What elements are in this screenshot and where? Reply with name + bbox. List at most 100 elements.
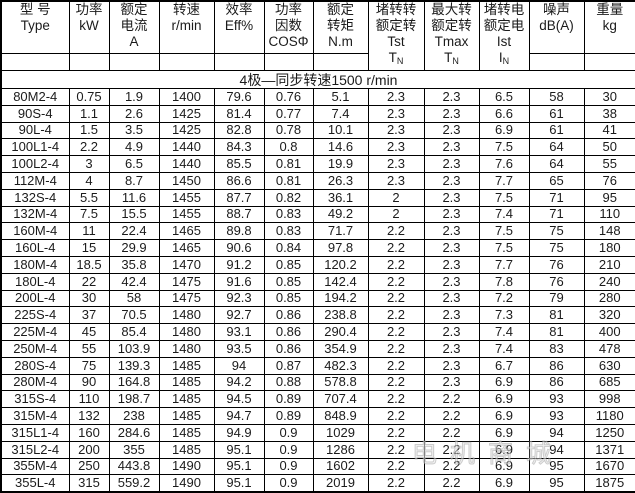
cell-power-factor: 0.9 [264,458,313,475]
cell-tmax-tn: 2.3 [424,206,479,223]
cell-tst-tn: 2.3 [368,89,424,106]
cell-power-factor: 0.9 [264,441,313,458]
cell-type: 250M-4 [1,340,69,357]
cell-tst-tn: 2.2 [368,240,424,257]
header-line: Type [2,18,69,34]
cell-type: 315S-4 [1,391,69,408]
cell-weight-kg: 30 [584,89,635,106]
cell-efficiency: 94.5 [214,391,264,408]
cell-noise-db: 64 [529,156,584,173]
header-line: 转矩 [314,18,368,34]
cell-speed-rpm: 1490 [159,458,214,475]
header-line: Tst [369,34,424,50]
cell-power-kw: 2.2 [69,139,109,156]
cell-ist-in: 7.7 [479,256,529,273]
cell-weight-kg: 76 [584,172,635,189]
cell-tst-tn: 2.3 [368,105,424,122]
cell-speed-rpm: 1455 [159,206,214,223]
cell-power-factor: 0.89 [264,408,313,425]
cell-power-kw: 55 [69,340,109,357]
cell-power-factor: 0.83 [264,206,313,223]
header-line: kW [70,18,109,34]
cell-tst-tn: 2.2 [368,223,424,240]
cell-power-factor: 0.81 [264,172,313,189]
cell-power-factor: 0.76 [264,89,313,106]
cell-power-factor: 0.87 [264,357,313,374]
cell-rated-current: 1.9 [109,89,159,106]
cell-efficiency: 92.3 [214,290,264,307]
cell-tmax-tn: 2.3 [424,89,479,106]
cell-ist-in: 6.9 [479,441,529,458]
cell-rated-current: 6.5 [109,156,159,173]
cell-ist-in: 6.5 [479,89,529,106]
cell-noise-db: 86 [529,357,584,374]
cell-tmax-tn: 2.3 [424,374,479,391]
header-line: Ist [480,34,529,50]
cell-noise-db: 71 [529,189,584,206]
cell-type: 180M-4 [1,256,69,273]
cell-type: 100L2-4 [1,156,69,173]
cell-power-factor: 0.86 [264,340,313,357]
cell-rated-current: 22.4 [109,223,159,240]
cell-efficiency: 87.7 [214,189,264,206]
cell-power-kw: 3 [69,156,109,173]
cell-speed-rpm: 1455 [159,189,214,206]
cell-rated-current: 58 [109,290,159,307]
cell-efficiency: 82.8 [214,122,264,139]
cell-tmax-tn: 2.3 [424,122,479,139]
cell-ist-in: 7.3 [479,307,529,324]
header-line: 重量 [585,2,635,18]
cell-tmax-tn: 2.2 [424,441,479,458]
cell-rated-torque: 19.9 [313,156,368,173]
cell-type: 160M-4 [1,223,69,240]
cell-tmax-tn: 2.3 [424,290,479,307]
cell-noise-db: 93 [529,391,584,408]
cell-weight-kg: 400 [584,324,635,341]
cell-rated-torque: 26.3 [313,172,368,189]
header-line: 堵转电 [480,2,529,18]
cell-tst-tn: 2.2 [368,374,424,391]
cell-efficiency: 89.8 [214,223,264,240]
cell-tmax-tn: 2.2 [424,458,479,475]
cell-weight-kg: 685 [584,374,635,391]
cell-power-kw: 11 [69,223,109,240]
cell-power-factor: 0.84 [264,240,313,257]
cell-rated-torque: 2019 [313,475,368,492]
cell-rated-torque: 14.6 [313,139,368,156]
cell-speed-rpm: 1470 [159,256,214,273]
cell-weight-kg: 148 [584,223,635,240]
cell-power-factor: 0.8 [264,139,313,156]
cell-weight-kg: 210 [584,256,635,273]
cell-tmax-tn: 2.2 [424,475,479,492]
cell-power-kw: 90 [69,374,109,391]
cell-type: 280M-4 [1,374,69,391]
cell-efficiency: 93.5 [214,340,264,357]
cell-tst-tn: 2.3 [368,139,424,156]
cell-speed-rpm: 1485 [159,374,214,391]
cell-speed-rpm: 1480 [159,324,214,341]
cell-ist-in: 6.9 [479,391,529,408]
cell-rated-torque: 848.9 [313,408,368,425]
cell-rated-torque: 97.8 [313,240,368,257]
cell-rated-torque: 10.1 [313,122,368,139]
cell-weight-kg: 1670 [584,458,635,475]
cell-rated-torque: 238.8 [313,307,368,324]
cell-weight-kg: 320 [584,307,635,324]
cell-ist-in: 7.4 [479,206,529,223]
cell-tmax-tn: 2.3 [424,139,479,156]
cell-rated-current: 42.4 [109,273,159,290]
cell-rated-current: 164.8 [109,374,159,391]
cell-weight-kg: 998 [584,391,635,408]
cell-weight-kg: 50 [584,139,635,156]
cell-power-kw: 132 [69,408,109,425]
